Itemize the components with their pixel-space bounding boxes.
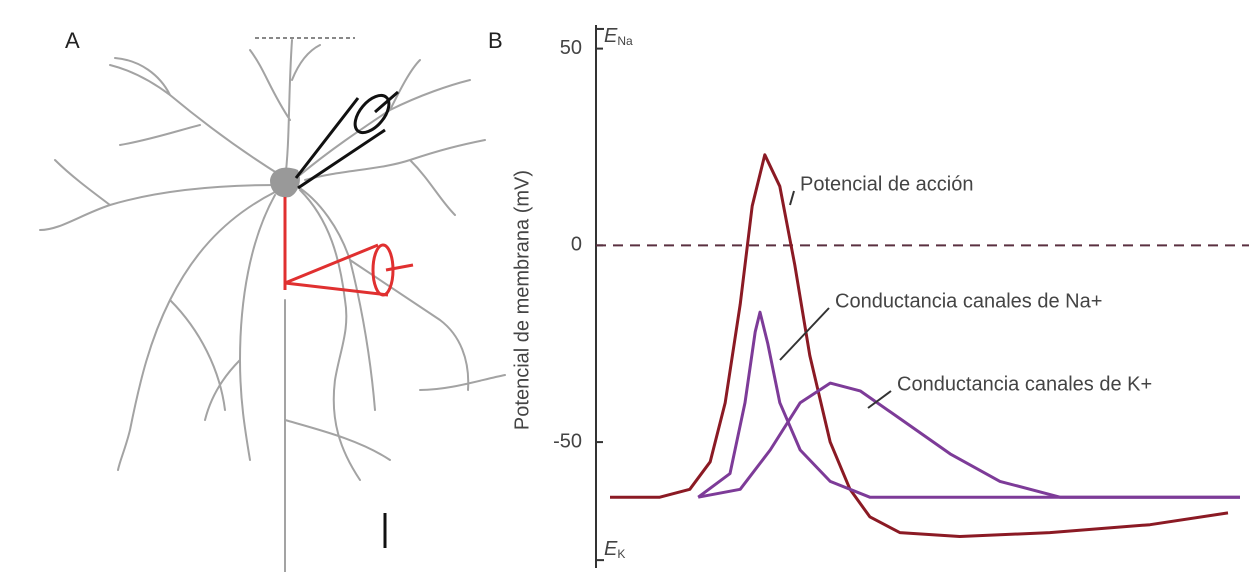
e-tick-label: EK bbox=[604, 538, 625, 561]
e-tick-label: ENa bbox=[604, 25, 633, 48]
panel-label: B bbox=[488, 28, 503, 53]
leader-line bbox=[779, 307, 830, 361]
panel-label: A bbox=[65, 28, 80, 53]
neuron-drawing bbox=[39, 37, 506, 573]
series-line bbox=[610, 153, 1229, 538]
y-axis-label: Potencial de membrana (mV) bbox=[511, 170, 533, 430]
y-tick-label: 0 bbox=[571, 234, 582, 256]
leader-line bbox=[789, 190, 795, 206]
leader-line bbox=[867, 390, 892, 409]
e-letter: E bbox=[604, 25, 618, 47]
series-label: Conductancia canales de K+ bbox=[897, 373, 1152, 395]
y-tick-label: 50 bbox=[560, 37, 582, 59]
y-tick-label: -50 bbox=[553, 430, 582, 452]
series-label: Potencial de acción bbox=[800, 173, 973, 195]
series-line bbox=[697, 310, 1240, 499]
series-label: Conductancia canales de Na+ bbox=[835, 290, 1102, 312]
series-line bbox=[697, 381, 1240, 499]
e-letter: E bbox=[604, 538, 618, 560]
e-sub: K bbox=[617, 547, 625, 561]
e-sub: Na bbox=[617, 34, 633, 48]
